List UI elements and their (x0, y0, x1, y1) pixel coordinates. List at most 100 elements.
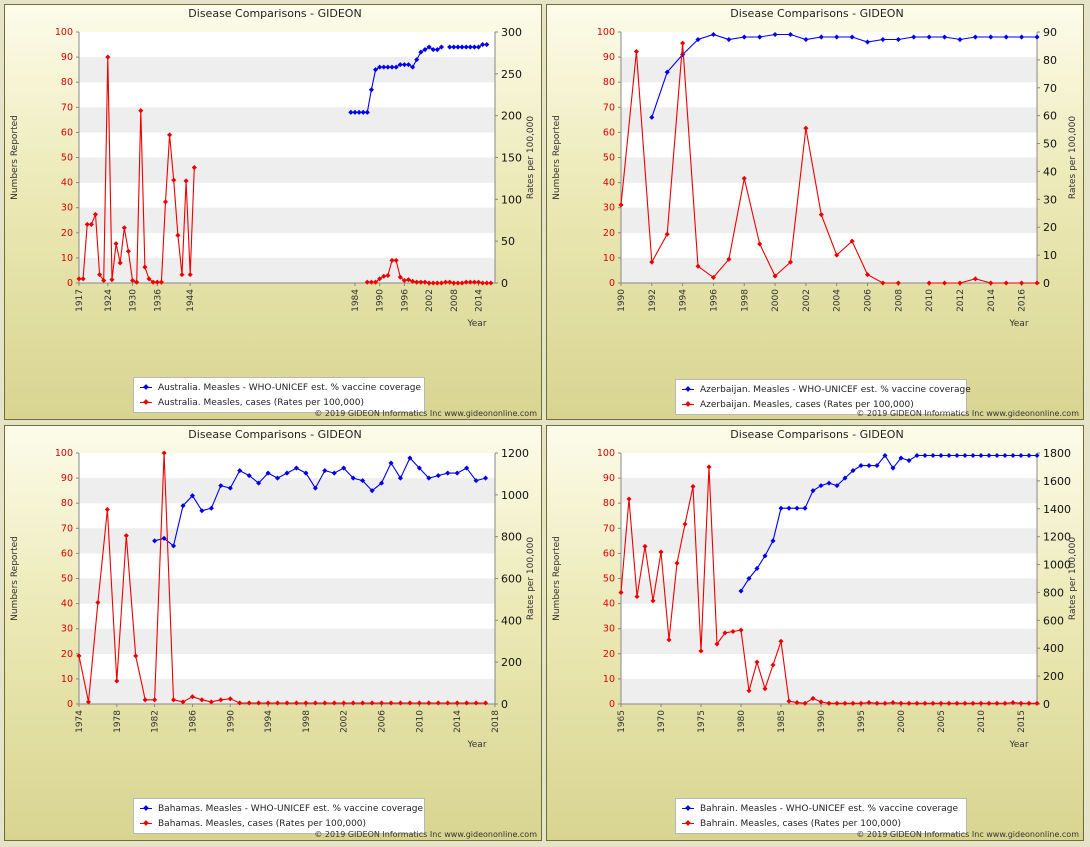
y2-tick-label: 250 (501, 68, 522, 81)
data-point (826, 700, 832, 706)
data-point (438, 280, 445, 286)
data-point (360, 700, 366, 706)
data-point (658, 549, 664, 555)
grid-band (79, 132, 495, 158)
chart-title: Disease Comparisons - GIDEON (188, 7, 361, 20)
x-tick-label: 2005 (937, 710, 947, 733)
y2-tick-label: 0 (501, 277, 508, 290)
grid-band (621, 182, 1037, 208)
y-tick-label: 100 (55, 448, 73, 459)
data-point (150, 279, 156, 285)
y-tick-label: 40 (61, 178, 73, 189)
grid-band (621, 628, 1037, 654)
data-point (464, 700, 470, 706)
data-point (312, 700, 318, 706)
chart-legend: Bahrain. Measles - WHO-UNICEF est. % vac… (675, 798, 967, 834)
data-point (690, 483, 696, 490)
grid-band (79, 82, 495, 108)
grid-band (621, 528, 1037, 554)
data-point (666, 637, 672, 643)
data-point (364, 279, 370, 285)
legend-label: Azerbaijan. Measles - WHO-UNICEF est. % … (700, 385, 971, 395)
y2-tick-label: 200 (501, 110, 522, 123)
y-tick-label: 50 (603, 153, 615, 164)
grid-band (79, 478, 495, 504)
data-point (385, 272, 391, 279)
grid-band (621, 553, 1037, 579)
x-tick-label: 2014 (475, 289, 485, 312)
data-point (664, 231, 670, 237)
x-axis-title: Year (466, 740, 486, 750)
data-point (121, 225, 127, 231)
y-axis-title: Numbers Reported (10, 536, 20, 621)
x-tick-label: 1992 (648, 289, 658, 312)
data-point (914, 700, 920, 706)
data-point (381, 273, 387, 279)
data-point (414, 57, 420, 63)
y2-tick-label: 150 (501, 152, 522, 165)
y-tick-label: 90 (603, 52, 615, 63)
x-tick-label: 1975 (697, 710, 707, 733)
x-tick-label: 2000 (771, 289, 781, 312)
data-point (158, 279, 164, 285)
y2-tick-label: 300 (501, 26, 522, 39)
data-point (482, 700, 489, 706)
y2-tick-label: 600 (1043, 614, 1064, 627)
y2-tick-label: 800 (1043, 586, 1064, 599)
y-tick-label: 30 (61, 624, 73, 635)
plot-area (620, 453, 1038, 705)
y-tick-label: 60 (61, 127, 73, 138)
data-point (422, 279, 428, 285)
y2-tick-label: 60 (1043, 110, 1057, 123)
chart-panel-australia: Disease Comparisons - GIDEON 0 10 20 30 40 50 6… (4, 4, 542, 420)
y2-tick-label: 100 (501, 193, 522, 206)
grid-band (79, 578, 495, 604)
data-point (994, 700, 1000, 706)
legend-label: Bahrain. Measles, cases (Rates per 100,0… (700, 819, 901, 829)
grid-band (621, 32, 1037, 58)
x-tick-label: 1924 (104, 289, 114, 312)
y2-tick-label: 400 (1043, 642, 1064, 655)
data-point (484, 42, 490, 48)
x-tick-label: 2016 (1018, 289, 1028, 312)
data-point (874, 700, 880, 706)
data-point (373, 279, 379, 285)
y2-tick-label: 200 (501, 656, 522, 669)
y-tick-label: 10 (61, 253, 73, 264)
y2-tick-label: 800 (501, 531, 522, 544)
x-tick-label: 2002 (425, 289, 435, 312)
data-point (76, 276, 82, 282)
y-tick-label: 60 (603, 127, 615, 138)
x-tick-label: 2000 (897, 710, 907, 733)
x-tick-label: 1986 (188, 710, 198, 733)
data-point (434, 47, 440, 53)
copyright-text: © 2019 GIDEON Informatics Inc www.gideon… (856, 830, 1079, 839)
data-point (142, 697, 148, 703)
x-axis-title: Year (1008, 740, 1028, 750)
chart-panel-azerbaijan: Disease Comparisons - GIDEON 0 10 20 30 40 50 6… (546, 4, 1084, 420)
y2-tick-label: 20 (1043, 221, 1057, 234)
legend-item-cases: Australia. Measles, cases (Rates per 100… (140, 396, 364, 410)
data-point (634, 594, 640, 600)
data-point (397, 62, 403, 68)
x-axis-title: Year (466, 319, 486, 329)
y-tick-label: 60 (603, 548, 615, 559)
data-point (618, 589, 624, 595)
data-point (397, 700, 404, 706)
data-point (649, 259, 655, 265)
legend-item-cases: Azerbaijan. Measles, cases (Rates per 10… (682, 398, 914, 412)
data-point (171, 177, 177, 183)
data-point (810, 695, 816, 701)
data-point (416, 700, 422, 706)
x-tick-label: 2006 (378, 710, 388, 733)
data-point (435, 700, 441, 706)
y2-tick-label: 1000 (1043, 559, 1071, 572)
y2-tick-label: 0 (1043, 277, 1050, 290)
data-point (463, 279, 469, 285)
x-tick-label: 1970 (657, 710, 667, 733)
data-point (778, 505, 784, 511)
y2-axis-title: Rates per 100,000 (526, 537, 536, 620)
data-point (633, 48, 639, 55)
x-tick-label: 1985 (777, 710, 787, 733)
data-point (154, 279, 160, 285)
